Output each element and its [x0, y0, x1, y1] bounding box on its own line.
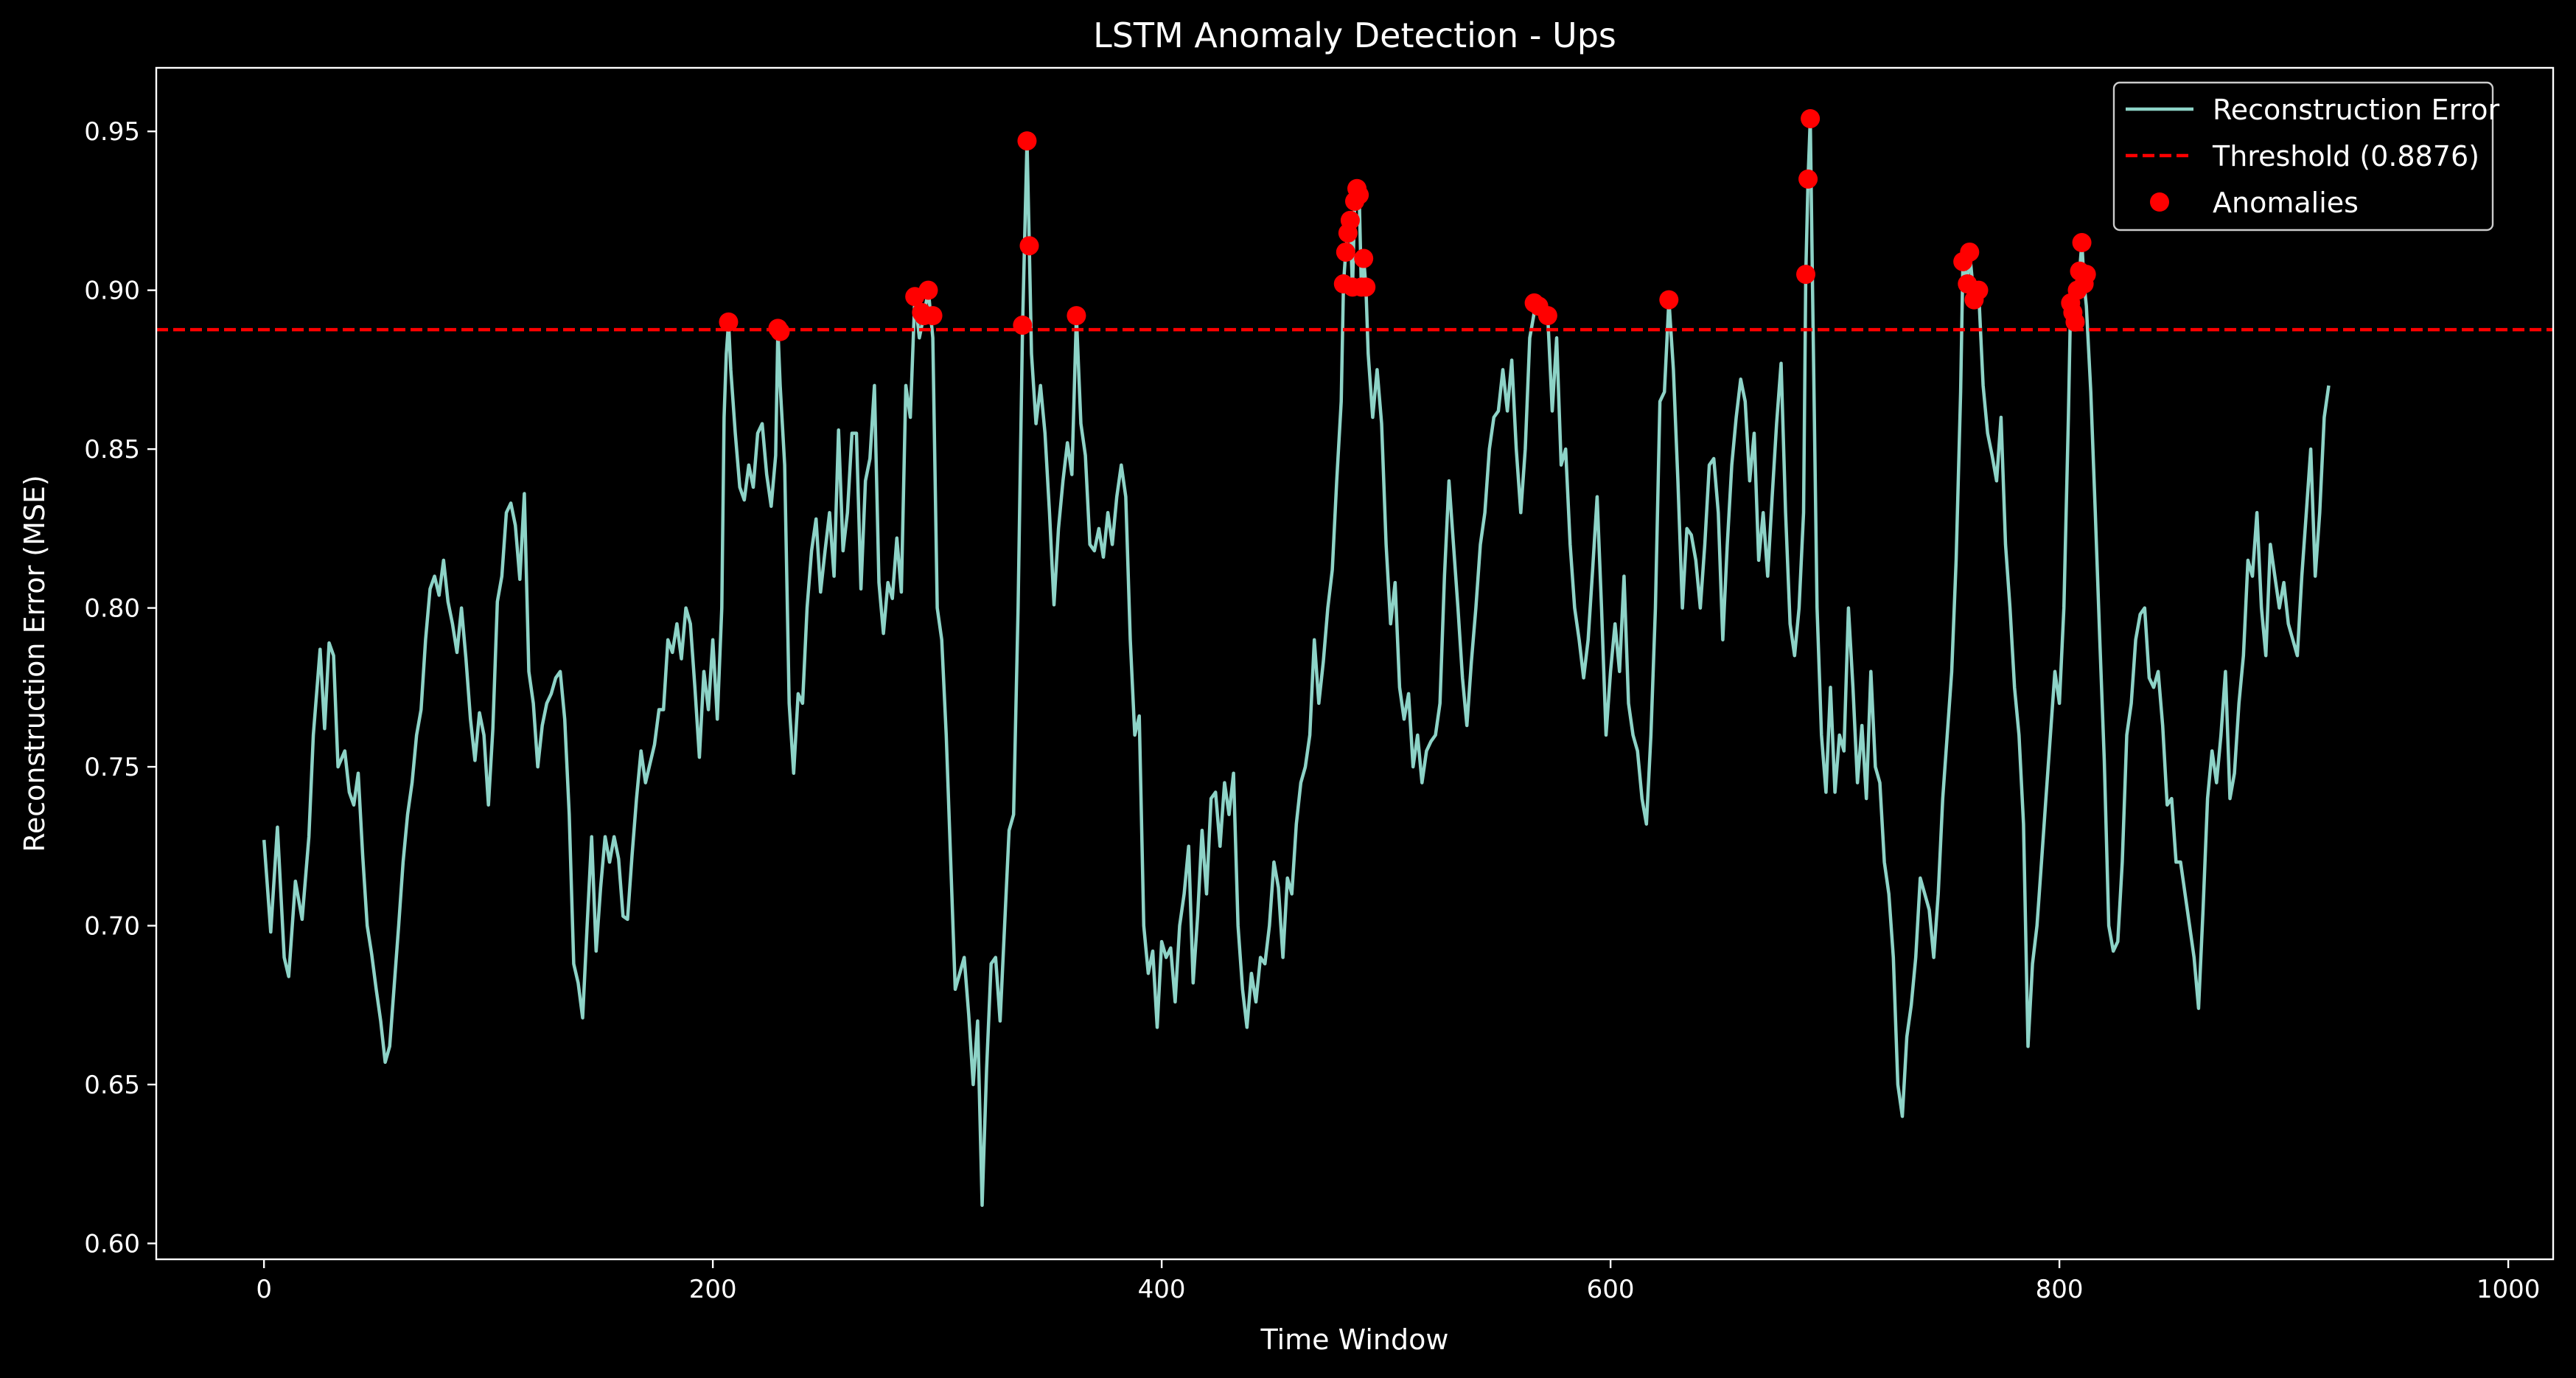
y-tick-label: 0.80	[84, 594, 140, 624]
legend-label-anomalies: Anomalies	[2213, 187, 2359, 219]
y-axis: 0.60 0.65 0.70 0.75 0.80 0.85 0.90 0.95	[84, 117, 156, 1259]
anomaly-point	[2076, 265, 2096, 285]
anomaly-point	[1017, 131, 1037, 151]
anomaly-point	[1537, 306, 1557, 326]
plot-frame	[155, 66, 2555, 1261]
anomaly-point	[1354, 248, 1374, 268]
legend-label-threshold: Threshold (0.8876)	[2212, 140, 2479, 173]
x-tick-label: 200	[689, 1275, 737, 1304]
y-axis-label: Reconstruction Error (MSE)	[18, 475, 51, 852]
x-tick-label: 0	[256, 1275, 272, 1304]
legend-anomaly-swatch	[2150, 192, 2169, 212]
anomaly-point	[918, 280, 938, 300]
anomaly-point	[1336, 242, 1355, 262]
x-tick-label: 1000	[2476, 1275, 2541, 1304]
anomaly-point	[1796, 265, 1816, 285]
anomaly-point	[1960, 242, 1980, 262]
anomaly-point	[1067, 306, 1086, 326]
x-tick-label: 400	[1138, 1275, 1186, 1304]
anomaly-point	[719, 312, 739, 332]
anomaly-point	[1340, 210, 1360, 230]
legend-label-reconstruction-error: Reconstruction Error	[2213, 94, 2499, 126]
y-tick-label: 0.90	[84, 276, 140, 306]
legend: Reconstruction Error Threshold (0.8876) …	[2112, 81, 2499, 232]
chart-title: LSTM Anomaly Detection - Ups	[1093, 15, 1616, 55]
anomaly-point	[1798, 169, 1818, 189]
y-tick-label: 0.60	[84, 1229, 140, 1259]
anomaly-point	[1013, 316, 1033, 335]
anomaly-point	[2072, 233, 2092, 253]
anomaly-point	[923, 306, 943, 326]
y-tick-label: 0.95	[84, 117, 140, 147]
anomaly-point	[1019, 236, 1039, 256]
y-tick-label: 0.85	[84, 435, 140, 464]
anomaly-point	[770, 321, 790, 341]
anomaly-point	[1969, 280, 1989, 300]
anomaly-point	[1356, 277, 1376, 297]
anomaly-point	[1659, 290, 1679, 310]
x-axis-label: Time Window	[1260, 1323, 1449, 1356]
x-tick-label: 800	[2036, 1275, 2084, 1304]
anomaly-point	[1350, 185, 1369, 205]
x-axis: 0 200 400 600 800 1000	[256, 1259, 2540, 1304]
plot-area	[156, 108, 2553, 1207]
y-tick-label: 0.75	[84, 753, 140, 782]
anomaly-point	[2065, 312, 2085, 332]
reconstruction-error-line	[262, 116, 2331, 1207]
legend-box	[2112, 81, 2494, 232]
anomaly-point	[1801, 108, 1821, 128]
x-tick-label: 600	[1587, 1275, 1635, 1304]
y-tick-label: 0.70	[84, 912, 140, 942]
y-tick-label: 0.65	[84, 1071, 140, 1100]
